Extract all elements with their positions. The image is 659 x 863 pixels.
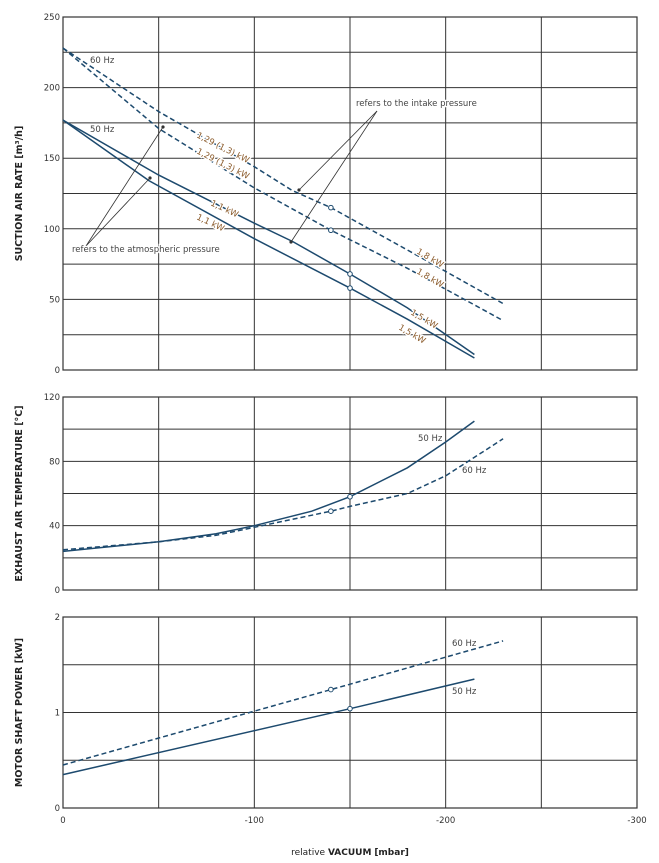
plot-frame	[62, 616, 638, 809]
arrow-head	[161, 125, 165, 129]
annotation-arrow	[290, 110, 378, 243]
annotation-label: 50 Hz	[90, 125, 115, 135]
annotation-arrow	[85, 177, 151, 247]
data-point-marker	[347, 493, 353, 500]
annotation-label: 60 Hz	[90, 56, 115, 66]
annotation-label: refers to the atmospheric pressure	[72, 245, 220, 255]
series-line	[62, 438, 504, 551]
annotation-label: refers to the intake pressure	[356, 99, 477, 109]
annotation-label: 50 Hz	[452, 687, 477, 697]
data-point-marker	[347, 271, 353, 277]
x-tick-label: -100	[245, 816, 264, 826]
series-line	[62, 420, 475, 553]
y-tick-label: 0	[55, 586, 60, 596]
y-tick-label: 0	[55, 804, 60, 814]
annotation-label: 50 Hz	[418, 434, 443, 444]
y-tick-label: 200	[44, 84, 60, 94]
y-tick-label: 100	[44, 225, 60, 235]
arrow-head	[289, 240, 293, 244]
x-axis-label-label-unit: [mbar]	[374, 848, 409, 858]
y-tick-label: 0	[55, 366, 60, 376]
data-point-marker	[347, 285, 353, 291]
power-label: 1,1 kW	[195, 213, 227, 235]
series-line	[62, 47, 504, 305]
x-axis-label-label-prefix: relative	[291, 848, 325, 858]
y-tick-label: 120	[44, 393, 60, 403]
y-axis-label: SUCTION AIR RATE [m³/h]	[14, 126, 25, 262]
y-axis-label: MOTOR SHAFT POWER [kW]	[14, 638, 25, 787]
series-line	[62, 119, 475, 356]
annotation-arrow	[85, 126, 164, 247]
annotation-label: 60 Hz	[452, 639, 477, 649]
power-label: 1,8 kW	[415, 267, 446, 291]
annotation-arrow	[298, 110, 378, 191]
power-label: 1,1 kW	[209, 199, 241, 221]
data-point-marker	[328, 227, 334, 234]
y-tick-label: 150	[44, 154, 60, 164]
series-line	[62, 640, 504, 766]
data-point-marker	[347, 705, 353, 712]
data-point-marker	[328, 204, 334, 211]
y-tick-label: 80	[49, 457, 60, 467]
series-line	[62, 47, 504, 322]
plot-frame	[62, 396, 638, 591]
x-tick-label: -300	[627, 816, 646, 826]
arrow-head	[297, 188, 301, 192]
annotation-label: 60 Hz	[462, 466, 487, 476]
data-point-marker	[328, 686, 334, 693]
arrow-head	[148, 176, 152, 180]
y-tick-label: 50	[49, 295, 60, 305]
plot-frame	[62, 16, 638, 371]
y-tick-label: 1	[55, 709, 60, 719]
y-tick-label: 2	[55, 613, 60, 623]
x-tick-label: 0	[60, 816, 65, 826]
x-tick-label: -200	[436, 816, 455, 826]
x-axis-label-label-bold: VACUUM	[328, 848, 372, 858]
y-axis-label: EXHAUST AIR TEMPERATURE [°C]	[14, 405, 25, 581]
x-axis-label: relative VACUUM [mbar]	[291, 848, 409, 858]
data-point-marker	[328, 508, 334, 514]
y-tick-label: 250	[44, 13, 60, 23]
y-tick-label: 40	[49, 522, 60, 532]
